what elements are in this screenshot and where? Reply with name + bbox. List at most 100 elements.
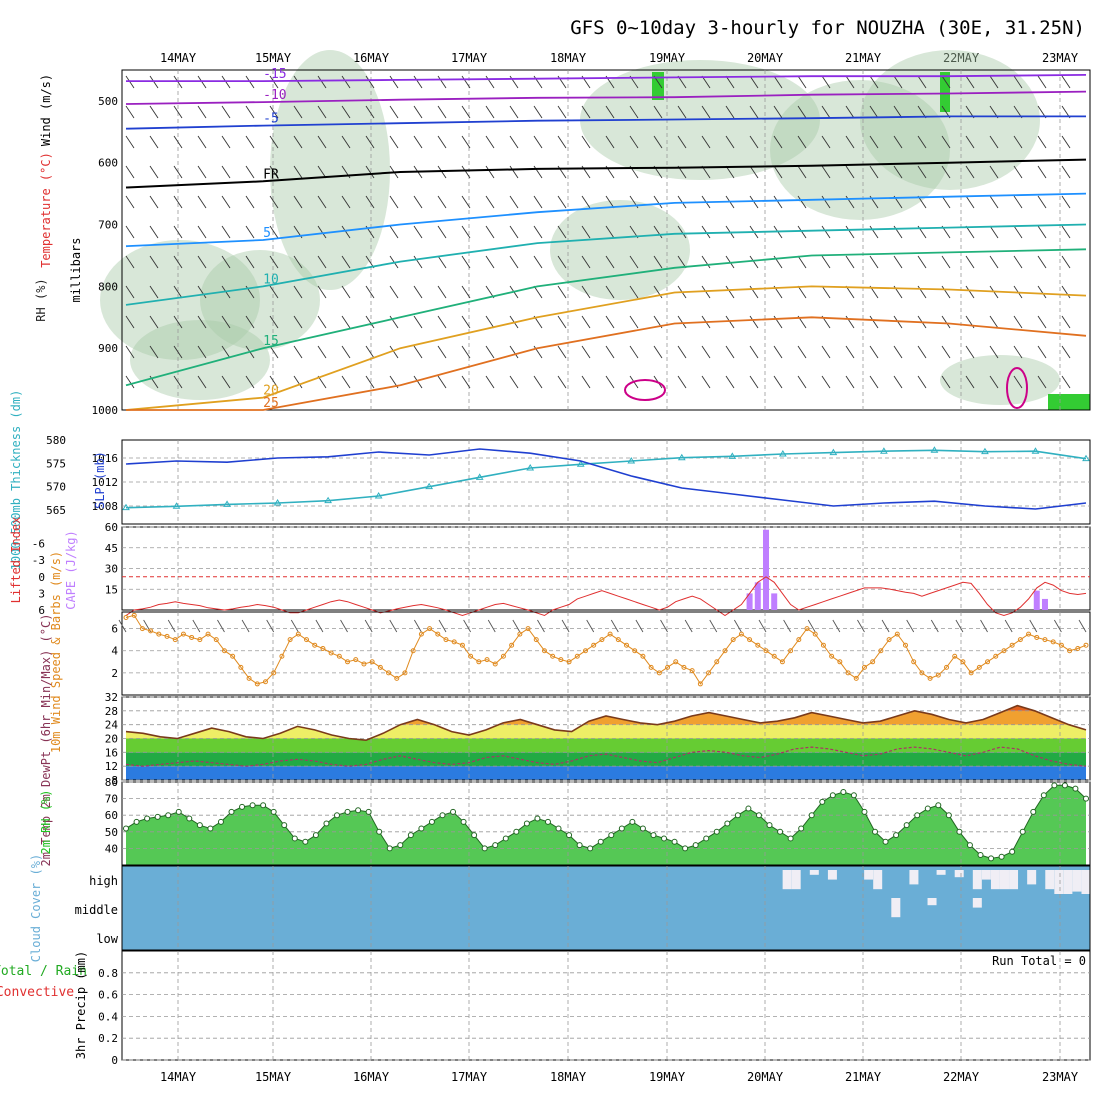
wind-barb — [797, 255, 807, 269]
wind-barb — [965, 375, 975, 389]
wind-barb — [317, 345, 327, 359]
wind-barb — [773, 75, 783, 89]
y-tick-label: 40 — [105, 842, 118, 855]
wind-speed-marker — [837, 659, 843, 665]
wind-barb — [1061, 225, 1071, 239]
wind-speed-marker — [796, 637, 802, 643]
rh-area — [126, 785, 1086, 865]
wind-barb — [832, 619, 841, 633]
wind-barb — [749, 165, 759, 179]
wind-barb — [340, 619, 348, 633]
wind-speed-marker — [533, 637, 539, 643]
wind-barb — [989, 135, 999, 149]
wind-barb — [221, 165, 231, 179]
rh-marker — [207, 825, 214, 832]
wind-barb — [653, 285, 663, 299]
wind-barb — [509, 195, 519, 209]
rh-marker — [302, 838, 309, 845]
wind-barb — [1037, 255, 1047, 269]
temperature-axis-label: Temperature (°C) — [39, 152, 53, 268]
wind-barb — [461, 255, 471, 269]
wind-barb — [677, 345, 687, 359]
rh-marker — [755, 812, 762, 819]
rh-marker — [186, 815, 193, 822]
wind-barb — [125, 375, 135, 389]
wind-barb — [635, 619, 644, 633]
wind-barb — [749, 285, 759, 299]
rh-marker — [544, 818, 551, 825]
wind-speed-marker — [164, 633, 170, 639]
wind-barb — [581, 375, 591, 389]
wind-barb — [509, 345, 519, 359]
wind-barb — [197, 285, 207, 299]
wind-speed-marker — [607, 631, 613, 637]
wind-barb — [1037, 165, 1047, 179]
wind-barb — [557, 315, 567, 329]
wind-barb — [1013, 135, 1023, 149]
wind-barb — [125, 195, 135, 209]
wind-barb — [485, 225, 495, 239]
wind-barb — [1061, 195, 1071, 209]
wind-barb — [557, 195, 567, 209]
wind-barb — [125, 315, 135, 329]
wind-barb — [653, 135, 663, 149]
wind-barb — [317, 255, 327, 269]
wind-barb — [485, 375, 495, 389]
wind-barb — [677, 225, 687, 239]
wind-speed-marker — [238, 664, 244, 670]
thickness-axis-label: 1000-500mb Thickness (dm) — [9, 390, 23, 571]
wind-barb — [1013, 225, 1023, 239]
wind-barb — [245, 105, 255, 119]
wind-barb — [797, 75, 807, 89]
wind-barb — [413, 285, 423, 299]
wind-barb — [941, 165, 951, 179]
wind-barb — [701, 225, 711, 239]
wind-barb — [941, 315, 951, 329]
wind-barb — [413, 75, 423, 89]
wind-barb — [293, 315, 303, 329]
wind-barb — [389, 315, 399, 329]
wind-speed-marker — [123, 615, 129, 621]
rh-marker — [523, 820, 530, 827]
y-tick-label: 32 — [105, 691, 118, 704]
wind-barb — [389, 135, 399, 149]
y-tick-label: 28 — [105, 705, 118, 718]
wind-barb — [197, 315, 207, 329]
wind-speed-marker — [180, 631, 186, 637]
wind-barb — [605, 375, 615, 389]
y-tick-label: 70 — [105, 793, 118, 806]
wind-barb — [173, 255, 183, 269]
wind-speed-marker — [878, 648, 884, 654]
wind-speed-marker — [459, 642, 465, 648]
cloud-bar — [981, 870, 991, 880]
rh-marker — [376, 828, 383, 835]
wind-barb — [341, 75, 351, 89]
rh-marker — [428, 818, 435, 825]
date-labels-top: 14MAY 15MAY 16MAY 17MAY 18MAY 19MAY 20MAY 21MAY… — [160, 51, 1079, 65]
rh-marker — [618, 825, 625, 832]
wind-barb — [365, 75, 375, 89]
wind-barb — [653, 195, 663, 209]
date-label: 17MAY — [451, 51, 488, 65]
thickness-marker — [122, 503, 130, 511]
wind-barb — [980, 619, 988, 633]
wind-speed-marker — [861, 664, 867, 670]
wind-barb — [941, 75, 951, 89]
wind-barb — [1037, 345, 1047, 359]
date-label: 21MAY — [845, 1070, 882, 1084]
wind-barb — [365, 285, 375, 299]
wind-speed-marker — [295, 631, 301, 637]
wind-barb — [869, 225, 879, 239]
wind-barb — [1061, 135, 1071, 149]
wind-barb — [1013, 195, 1023, 209]
wind-speed-marker — [624, 642, 630, 648]
wind-barb — [149, 285, 159, 299]
wind-barb — [557, 135, 567, 149]
wind-barb — [869, 255, 879, 269]
wind-barb — [389, 105, 399, 119]
isotherm-line — [125, 248, 1087, 387]
wind-barb — [917, 255, 927, 269]
wind-barb — [197, 165, 207, 179]
wind-barb — [293, 165, 303, 179]
wind-barb — [989, 375, 999, 389]
